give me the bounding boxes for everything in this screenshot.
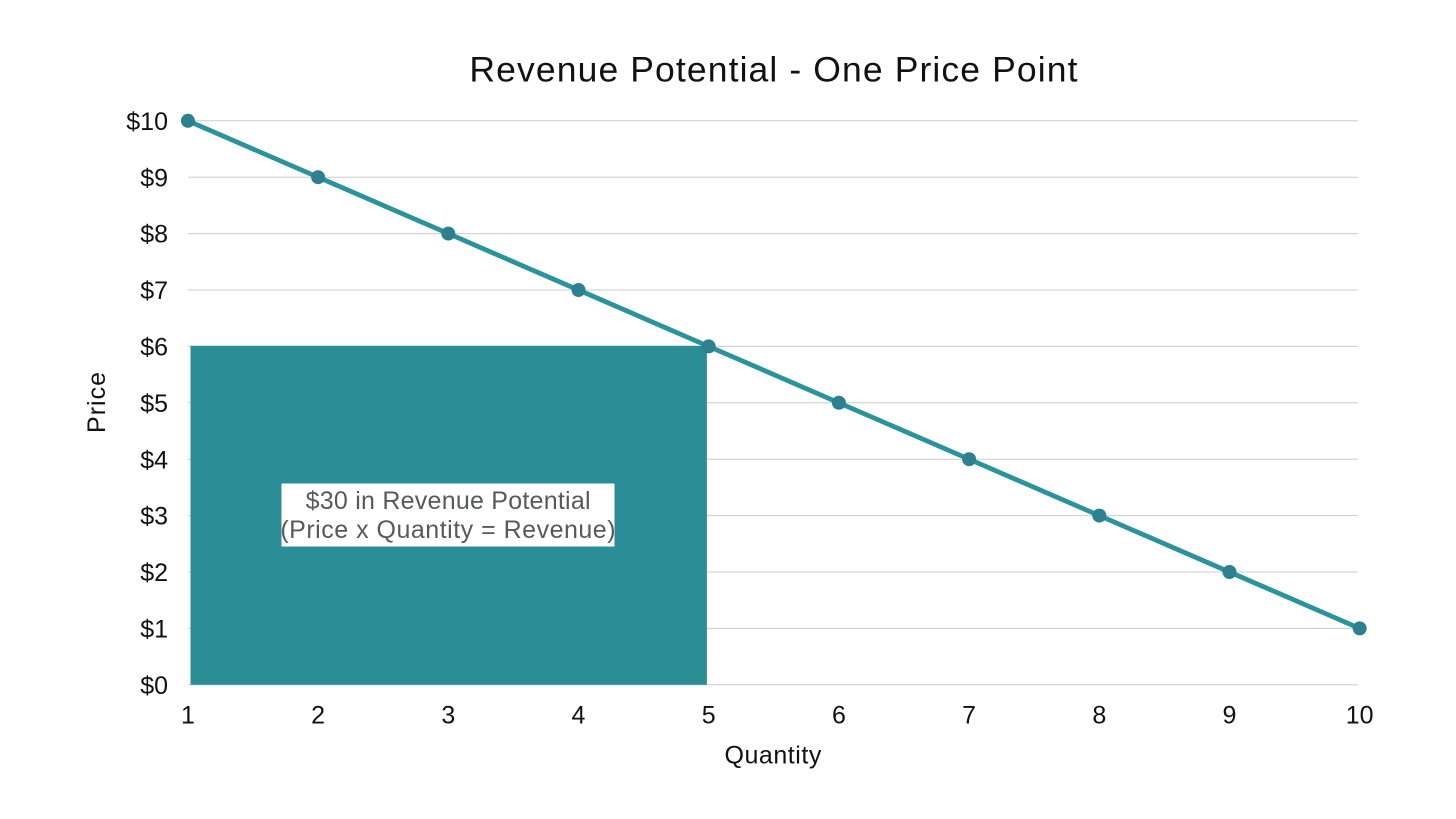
svg-text:7: 7 xyxy=(962,702,976,730)
svg-text:$1: $1 xyxy=(140,616,168,644)
svg-text:$0: $0 xyxy=(140,672,168,700)
svg-text:$9: $9 xyxy=(140,164,168,192)
svg-text:Quantity: Quantity xyxy=(724,742,821,770)
svg-text:$30 in Revenue Potential: $30 in Revenue Potential xyxy=(306,487,591,515)
svg-text:$2: $2 xyxy=(140,559,168,587)
svg-text:10: 10 xyxy=(1346,702,1374,730)
svg-text:6: 6 xyxy=(832,702,846,730)
svg-text:5: 5 xyxy=(702,702,716,730)
svg-text:$5: $5 xyxy=(140,390,168,418)
svg-text:$4: $4 xyxy=(140,446,168,474)
svg-text:2: 2 xyxy=(311,702,325,730)
svg-text:$10: $10 xyxy=(126,108,168,136)
svg-text:Price: Price xyxy=(83,371,111,433)
svg-text:3: 3 xyxy=(441,702,455,730)
svg-text:9: 9 xyxy=(1223,702,1237,730)
svg-text:4: 4 xyxy=(572,702,586,730)
svg-text:$8: $8 xyxy=(140,221,168,249)
svg-text:$7: $7 xyxy=(140,277,168,305)
svg-text:8: 8 xyxy=(1092,702,1106,730)
svg-text:1: 1 xyxy=(181,702,195,730)
svg-text:Revenue Potential - One Price: Revenue Potential - One Price Point xyxy=(469,49,1078,89)
svg-text:(Price x Quantity = Revenue): (Price x Quantity = Revenue) xyxy=(280,516,616,544)
svg-text:$3: $3 xyxy=(140,503,168,531)
svg-text:$6: $6 xyxy=(140,334,168,362)
